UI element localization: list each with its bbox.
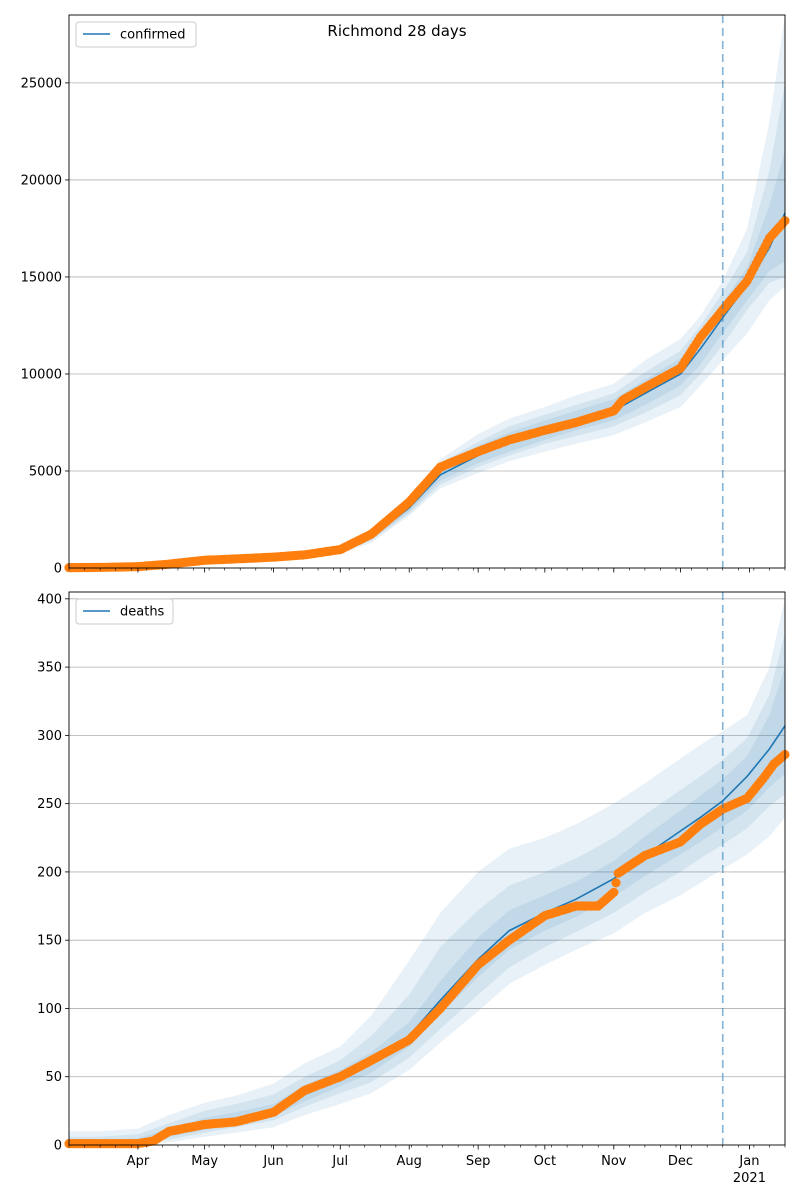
- x-tick-label: Jan: [738, 1154, 759, 1169]
- x-tick-label: Jun: [262, 1154, 283, 1169]
- y-tick-label: 300: [37, 729, 62, 744]
- x-tick-label: Apr: [127, 1154, 150, 1169]
- x-tick-label: Sep: [466, 1154, 491, 1169]
- y-tick-label: 15000: [21, 270, 62, 285]
- plot-frame: [68, 591, 786, 1146]
- legend-label: deaths: [120, 605, 165, 620]
- y-tick-label: 350: [37, 661, 62, 676]
- y-tick-label: 100: [37, 1002, 62, 1017]
- observed-point: [609, 887, 619, 898]
- confirmed-chart: 0 5000 10000 15000 20000 25000 confirmed: [21, 14, 790, 577]
- y-tick-label: 25000: [21, 76, 62, 91]
- x-tick-label: Aug: [397, 1154, 422, 1169]
- legend-label: confirmed: [120, 28, 186, 43]
- confidence-band-2: [69, 633, 785, 1145]
- figure-title: Richmond 28 days: [327, 22, 466, 40]
- x-tick-label: Dec: [668, 1154, 693, 1169]
- confidence-band-1: [69, 598, 785, 1145]
- y-tick-label: 50: [45, 1070, 62, 1085]
- y-tick-label: 0: [54, 1139, 62, 1154]
- observed-point: [611, 878, 621, 888]
- x-tick-label: Oct: [534, 1154, 556, 1169]
- y-tick-label: 5000: [29, 464, 62, 479]
- y-tick-label: 150: [37, 934, 62, 949]
- legend: deaths: [75, 598, 174, 625]
- y-tick-label: 10000: [21, 367, 62, 382]
- y-tick-label: 20000: [21, 173, 62, 188]
- x-tick-label: Nov: [601, 1154, 627, 1169]
- deaths-chart: 0 50 100 150 200 250 300 350 400 Apr May Jun Jul Aug S…: [37, 591, 790, 1186]
- legend-box: [75, 598, 174, 625]
- x-tick-label: Jul: [331, 1154, 348, 1169]
- x-tick-label: May: [191, 1154, 218, 1169]
- y-tick-label: 250: [37, 797, 62, 812]
- x-year-label: 2021: [733, 1171, 766, 1186]
- y-tick-label: 400: [37, 592, 62, 607]
- confidence-band-3: [69, 667, 785, 1145]
- legend-box: [75, 21, 197, 48]
- y-tick-label: 200: [37, 865, 62, 880]
- y-tick-label: 0: [54, 562, 62, 577]
- plot-frame: [68, 14, 786, 569]
- confidence-band-2: [69, 82, 785, 569]
- legend: confirmed: [75, 21, 197, 48]
- confidence-band-1: [69, 15, 785, 568]
